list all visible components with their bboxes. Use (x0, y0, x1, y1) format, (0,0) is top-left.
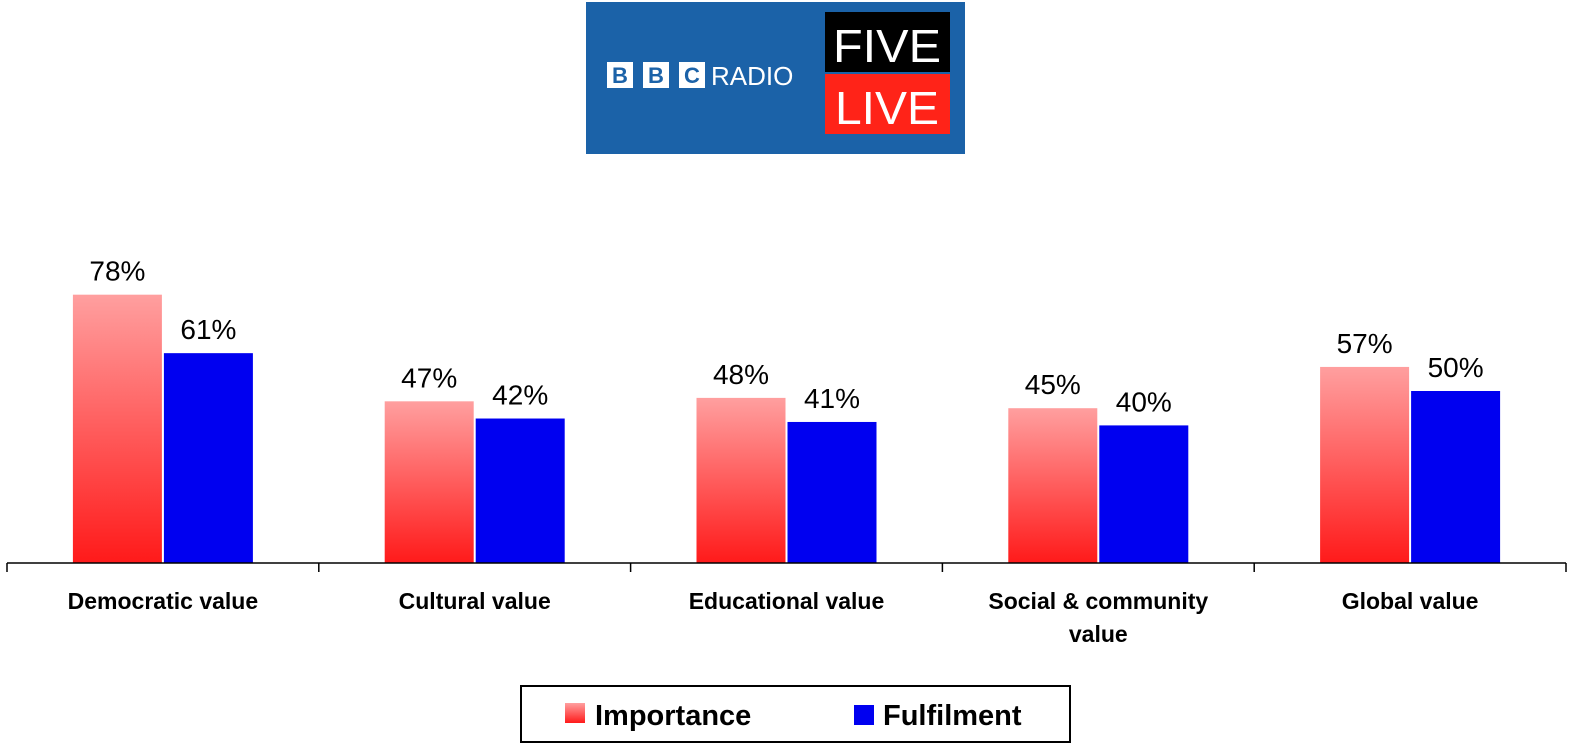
bars-group (72, 294, 1501, 563)
logo-five-text: FIVE (833, 20, 941, 72)
category-label: Educational value (689, 588, 885, 614)
bar-importance (696, 397, 786, 563)
logo-bbc-letter-3: C (684, 63, 700, 88)
legend-box (520, 685, 1071, 743)
logo-live-text: LIVE (835, 82, 939, 134)
data-label-fulfilment: 50% (1428, 352, 1484, 383)
bar-importance (1320, 366, 1410, 563)
logo-bbc-box-3 (679, 62, 705, 88)
bar-importance (72, 294, 162, 563)
value-labels-group: 78% 61% 47% 42% 48% 41% 45% 40% 57% 50% (89, 256, 1483, 418)
logo-bbc-letter-1: B (612, 63, 628, 88)
category-label: Cultural value (399, 588, 551, 614)
logo-radio-text: RADIO (711, 61, 793, 91)
data-label-fulfilment: 40% (1116, 386, 1172, 417)
data-label-importance: 57% (1337, 328, 1393, 359)
logo-bbc-box-2 (643, 62, 669, 88)
bar-fulfilment (475, 418, 565, 563)
data-label-fulfilment: 41% (804, 383, 860, 414)
data-label-importance: 48% (713, 359, 769, 390)
bbc-radio-five-live-logo: B B C RADIO FIVE LIVE (586, 2, 965, 154)
data-label-importance: 45% (1025, 369, 1081, 400)
x-axis-ticks (6, 563, 1567, 572)
legend-label-importance: Importance (595, 700, 751, 732)
logo-bbc-letter-2: B (648, 63, 664, 88)
bar-importance (1008, 408, 1098, 563)
legend: Importance Fulfilment (520, 685, 1071, 743)
legend-swatch-fulfilment (854, 705, 874, 725)
data-label-fulfilment: 42% (492, 380, 548, 411)
category-label: Global value (1342, 588, 1479, 614)
data-label-importance: 78% (89, 256, 145, 287)
category-label: value (1069, 621, 1128, 647)
legend-label-fulfilment: Fulfilment (883, 700, 1022, 732)
data-label-importance: 47% (401, 362, 457, 393)
bar-fulfilment (787, 421, 877, 563)
bar-importance (384, 401, 474, 563)
bar-fulfilment (163, 353, 253, 563)
category-labels-group: Democratic value Cultural value Educationa… (68, 588, 1479, 647)
data-label-fulfilment: 61% (180, 314, 236, 345)
bar-fulfilment (1411, 391, 1501, 563)
bar-fulfilment (1099, 425, 1189, 563)
legend-swatch-importance (565, 703, 585, 723)
logo-bbc-box-1 (607, 62, 633, 88)
category-label: Democratic value (68, 588, 258, 614)
category-label: Social & community (988, 588, 1208, 614)
logo-live-box (825, 74, 950, 134)
logo-five-box (825, 12, 950, 72)
